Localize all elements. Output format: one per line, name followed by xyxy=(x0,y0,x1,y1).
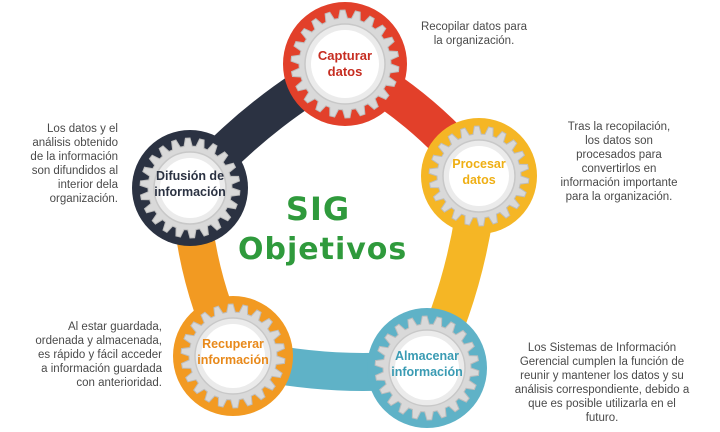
gear-face-capturar xyxy=(311,30,379,98)
gear-face-procesar xyxy=(449,146,509,206)
gear-label-difusion: Difusión de información xyxy=(154,169,226,199)
description-almacenar: Los Sistemas de Información Gerencial cu… xyxy=(514,342,690,424)
gear-label-almacenar: Almacenar información xyxy=(391,349,463,379)
center-title-sig: SIG xyxy=(285,190,351,228)
description-recuperar: Al estar guardada, ordenada y almacenada… xyxy=(35,321,162,389)
gear-label-procesar: Procesar datos xyxy=(452,157,506,187)
description-difusion: Los datos y el análisis obtenido de la i… xyxy=(30,123,118,205)
gear-label-recuperar: Recuperar información xyxy=(197,337,269,367)
gear-face-difusion xyxy=(160,158,220,218)
gear-face-recuperar xyxy=(201,324,265,388)
description-procesar: Tras la recopilación, los datos son proc… xyxy=(560,121,678,203)
gears xyxy=(132,2,537,428)
gear-difusion xyxy=(132,130,248,246)
gear-capturar xyxy=(283,2,407,126)
gear-almacenar xyxy=(367,308,487,428)
gear-procesar xyxy=(421,118,537,234)
center-title-objetivos: Objetivos xyxy=(238,232,408,267)
gear-face-almacenar xyxy=(395,336,459,400)
center-disc xyxy=(220,130,416,326)
gear-recuperar xyxy=(173,296,293,416)
description-capturar: Recopilar datos para la organización. xyxy=(420,21,528,47)
gear-label-capturar: Capturar datos xyxy=(317,48,373,80)
